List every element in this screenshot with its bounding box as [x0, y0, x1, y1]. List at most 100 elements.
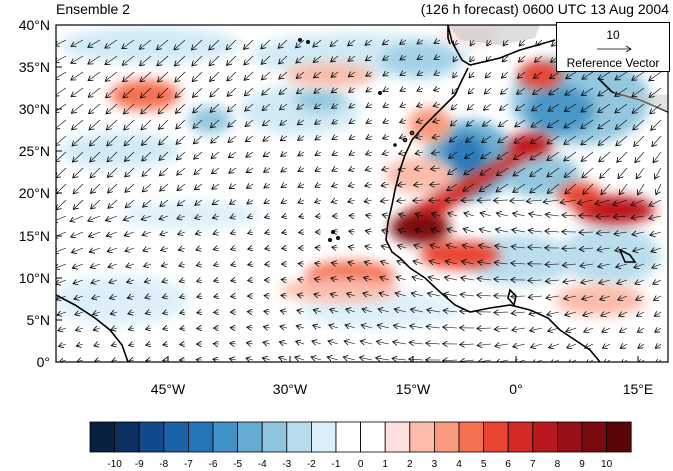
wind-vector-arrow [124, 151, 135, 161]
wind-vector-arrow [484, 103, 492, 110]
wind-vector-arrow [377, 325, 390, 328]
wind-vector-arrow [399, 152, 407, 154]
wind-vector-arrow [111, 344, 118, 346]
wind-vector-arrow [56, 247, 67, 253]
wind-vector-arrow [603, 344, 611, 348]
wind-vector-arrow [226, 39, 237, 50]
wind-vector-arrow [460, 311, 475, 312]
wind-vector-arrow [313, 39, 322, 47]
wind-vector-arrow [617, 151, 628, 162]
wind-vector-arrow [395, 293, 407, 296]
wind-vector-arrow [581, 119, 594, 128]
wind-vector-arrow [654, 312, 662, 316]
wind-vector-arrow [194, 151, 203, 159]
lat-label-35n: 35°N [18, 59, 50, 75]
wind-vector-arrow [383, 104, 390, 107]
wind-vector-arrow [410, 309, 424, 312]
wind-vector-arrow [158, 87, 169, 98]
colorbar-tick-label: -8 [159, 459, 169, 470]
colorbar-tick-label: 3 [431, 459, 438, 470]
wind-vector-arrow [129, 344, 134, 345]
wind-vector-arrow [279, 55, 288, 64]
wind-vector-arrow [546, 296, 560, 298]
wind-vector-arrow [530, 328, 543, 331]
wind-vector-arrow [231, 296, 237, 297]
wind-vector-arrow [160, 199, 169, 207]
wind-vector-arrow [598, 87, 611, 96]
wind-vector-arrow [464, 213, 475, 216]
wind-vector-arrow [633, 119, 645, 130]
wind-vector-arrow [108, 264, 118, 267]
wind-vector-arrow [265, 264, 271, 265]
wind-vector-arrow [366, 215, 373, 216]
wind-vector-arrow [511, 263, 526, 264]
wind-vector-arrow [598, 119, 611, 129]
wind-vector-arrow [107, 135, 118, 146]
wind-vector-arrow [496, 183, 509, 192]
wind-vector-arrow [145, 312, 152, 314]
wind-vector-arrow [360, 341, 373, 344]
wind-vector-arrow [656, 183, 662, 195]
wind-vector-arrow [515, 119, 526, 127]
wind-vector-arrow [106, 119, 118, 130]
wind-vector-arrow [157, 39, 169, 50]
wind-vector-arrow [601, 312, 611, 316]
wind-vector-arrow [617, 280, 628, 284]
wind-vector-arrow [568, 360, 577, 362]
wind-vector-arrow [332, 184, 339, 187]
wind-vector-arrow [246, 168, 254, 173]
wind-vector-arrow [433, 104, 441, 106]
wind-vector-arrow [214, 280, 219, 281]
wind-vector-arrow [562, 248, 577, 249]
wind-vector-arrow [261, 71, 271, 80]
wind-vector-arrow [365, 246, 373, 248]
wind-vector-arrow [196, 248, 203, 250]
wind-vector-arrow [651, 248, 662, 252]
wind-vector-arrow [107, 248, 118, 252]
wind-vector-arrow [463, 183, 475, 191]
wind-vector-arrow [383, 56, 390, 60]
wind-vector-arrow [486, 55, 491, 62]
colorbar-tick-label: 4 [456, 459, 462, 470]
wind-vector-arrow [649, 71, 662, 81]
wind-vector-arrow [426, 326, 441, 328]
wind-vector-arrow [510, 200, 526, 201]
wind-vector-arrow [92, 296, 101, 299]
wind-vector-arrow [106, 103, 118, 114]
wind-vector-arrow [159, 135, 169, 145]
wind-vector-arrow [72, 264, 84, 268]
wind-vector-arrow [144, 264, 152, 267]
colorbar-tick-label: -9 [134, 459, 144, 470]
wind-vector-arrow [461, 278, 475, 280]
wind-vector-arrow [445, 261, 458, 264]
wind-vector-arrow [494, 279, 509, 280]
wind-vector-arrow [246, 343, 254, 344]
wind-vector-arrow [649, 199, 662, 206]
wind-vector-arrow [71, 103, 84, 113]
wind-vector-arrow [653, 280, 662, 284]
wind-vector-arrow [231, 264, 236, 265]
wind-vector-arrow [615, 87, 628, 96]
wind-vector-arrow [567, 344, 577, 348]
wind-vector-arrow [179, 280, 186, 282]
wind-vector-arrow [282, 232, 287, 233]
wind-vector-arrow [298, 279, 305, 280]
wind-vector-arrow [129, 360, 134, 361]
wind-vector-arrow [57, 312, 67, 315]
wind-vector-arrow [144, 280, 152, 282]
wind-vector-arrow [512, 328, 526, 330]
wind-vector-arrow [315, 120, 322, 124]
wind-vector-arrow [366, 104, 373, 108]
wind-vector-arrow [194, 183, 203, 190]
wind-vector-arrow [430, 184, 441, 185]
wind-vector-arrow [230, 343, 237, 344]
wind-vector-arrow [547, 312, 560, 315]
wind-vector-arrow [577, 200, 594, 204]
wind-vector-arrow [315, 136, 322, 140]
wind-vector-arrow [564, 151, 577, 161]
wind-vector-arrow [477, 328, 492, 329]
lon-ticks [167, 356, 639, 362]
wind-vector-arrow [549, 87, 560, 95]
wind-vector-arrow [380, 277, 390, 280]
